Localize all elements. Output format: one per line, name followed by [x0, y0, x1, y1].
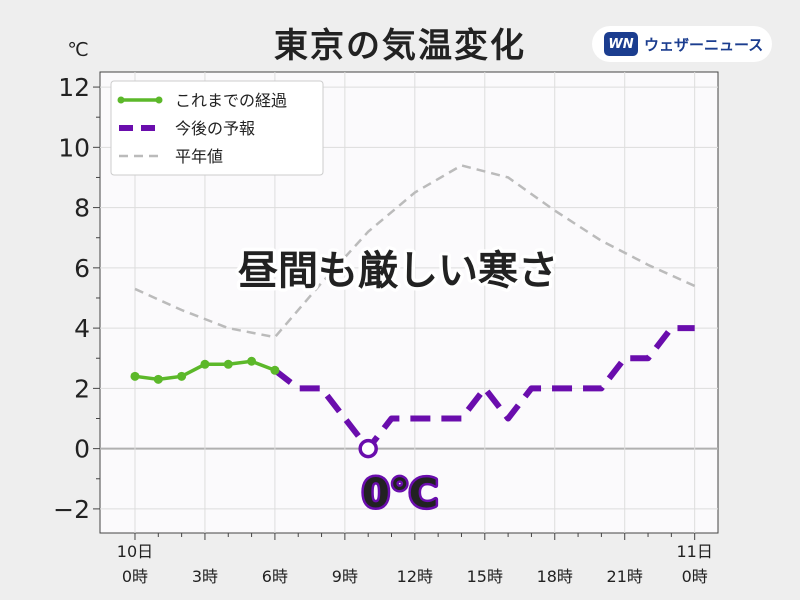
weathernews-logo-icon: WN	[604, 32, 638, 56]
y-tick-label: 2	[74, 374, 90, 403]
legend-entry-label: 今後の予報	[175, 119, 255, 138]
legend-swatch-marker	[117, 96, 125, 104]
x-tick-label-hour: 6時	[262, 567, 288, 586]
y-tick-label: −2	[53, 495, 90, 524]
x-tick-label-date: 10日	[117, 542, 153, 561]
observed-point	[247, 356, 257, 366]
y-tick-label: 6	[74, 254, 90, 283]
observed-point	[130, 371, 140, 381]
x-tick-label-hour: 21時	[607, 567, 643, 586]
x-tick-label-hour: 12時	[397, 567, 433, 586]
x-tick-label-date: 11日	[676, 542, 712, 561]
min-temp-marker	[358, 438, 378, 459]
legend-swatch-marker	[155, 96, 163, 104]
x-tick-label-hour: 18時	[537, 567, 573, 586]
y-tick-label: 0	[74, 435, 90, 464]
x-tick-label-hour: 15時	[467, 567, 503, 586]
y-tick-label: 8	[74, 194, 90, 223]
annotation-headline: 昼間も厳しい寒さ	[238, 248, 558, 294]
observed-point	[270, 365, 280, 375]
x-tick-label-hour: 0時	[682, 567, 708, 586]
observed-point	[153, 374, 163, 384]
y-tick-label: 4	[74, 314, 90, 343]
x-tick-label-hour: 9時	[332, 567, 358, 586]
y-axis-unit: ℃	[67, 39, 88, 61]
legend-entry-label: これまでの経過	[175, 91, 287, 110]
legend-box	[110, 80, 324, 176]
legend-entry-label: 平年値	[175, 147, 223, 166]
y-tick-label: 10	[58, 133, 90, 162]
annotation-min-temp: 0℃	[362, 471, 438, 517]
observed-point	[177, 371, 187, 381]
x-tick-label-hour: 0時	[122, 567, 148, 586]
brand-name: ウェザーニュース	[644, 35, 764, 54]
observed-point	[223, 359, 233, 369]
x-tick-label-hour: 3時	[192, 567, 218, 586]
series-line-normal	[134, 164, 696, 339]
y-tick-label: 12	[58, 73, 90, 102]
brand-badge: WN ウェザーニュース	[592, 26, 772, 62]
observed-point	[200, 359, 210, 369]
chart-title: 東京の気温変化	[274, 26, 526, 66]
